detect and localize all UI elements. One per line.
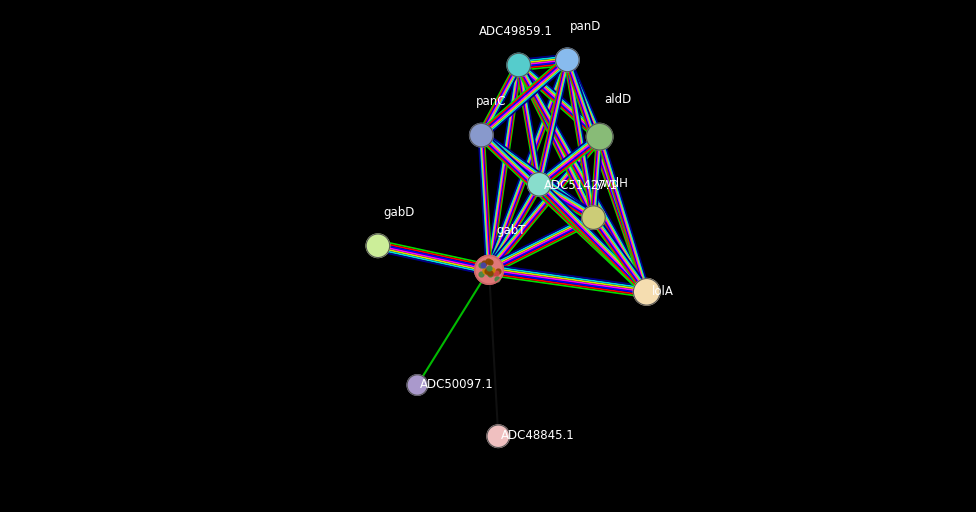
Point xyxy=(482,266,498,274)
Text: ADC49859.1: ADC49859.1 xyxy=(479,25,553,38)
Circle shape xyxy=(507,53,531,77)
Point xyxy=(484,266,500,274)
Point xyxy=(477,267,493,275)
Point xyxy=(479,266,495,274)
Point xyxy=(480,268,496,276)
Point xyxy=(481,264,497,272)
Text: ywdH: ywdH xyxy=(596,178,629,190)
Point xyxy=(482,269,498,278)
Circle shape xyxy=(587,123,613,150)
Point xyxy=(477,266,493,274)
Circle shape xyxy=(633,279,660,305)
Circle shape xyxy=(487,425,509,447)
Text: aldD: aldD xyxy=(605,94,632,106)
Text: gabD: gabD xyxy=(383,206,415,219)
Point xyxy=(490,267,506,275)
Point xyxy=(473,261,489,269)
Point xyxy=(475,261,491,269)
Point xyxy=(485,269,501,277)
Point xyxy=(473,270,489,278)
Circle shape xyxy=(582,206,605,229)
Point xyxy=(476,259,492,267)
Circle shape xyxy=(407,375,427,395)
Point xyxy=(482,270,498,278)
Point xyxy=(489,274,505,283)
Circle shape xyxy=(469,123,493,147)
Text: panD: panD xyxy=(570,20,601,33)
Circle shape xyxy=(527,173,551,196)
Point xyxy=(488,269,504,277)
Text: ADC50097.1: ADC50097.1 xyxy=(420,378,494,391)
Circle shape xyxy=(474,255,504,284)
Text: lolA: lolA xyxy=(652,285,673,298)
Text: ADC48845.1: ADC48845.1 xyxy=(501,430,575,442)
Point xyxy=(482,258,498,266)
Text: gabT: gabT xyxy=(497,224,526,237)
Point xyxy=(479,266,495,274)
Text: ADC51427.1: ADC51427.1 xyxy=(545,179,619,192)
Circle shape xyxy=(366,234,389,258)
Point xyxy=(479,257,495,265)
Circle shape xyxy=(555,48,579,72)
Text: panC: panC xyxy=(476,95,507,108)
